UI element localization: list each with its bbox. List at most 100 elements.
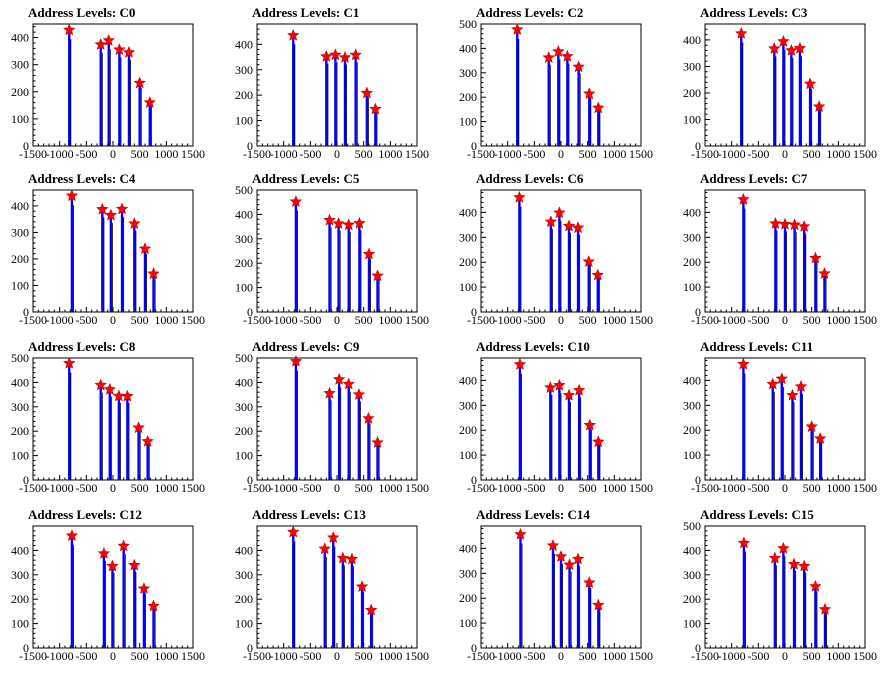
y-tick-label: 100 — [683, 448, 701, 462]
histogram-bar — [365, 93, 369, 146]
peak-marker — [371, 269, 384, 282]
peak-marker — [332, 216, 345, 230]
histogram-bar — [347, 224, 350, 312]
peak-marker — [326, 531, 340, 544]
peak-marker — [362, 411, 375, 424]
y-tick-label: 400 — [235, 375, 253, 389]
y-tick-label: 400 — [459, 41, 477, 55]
x-tick-label: -1500 — [691, 649, 719, 663]
x-tick-label: 500 — [579, 481, 597, 495]
y-tick-label: 0 — [247, 641, 253, 655]
peak-marker — [104, 208, 118, 221]
peak-marker — [546, 538, 560, 552]
chart-title: Address Levels: C9 — [252, 339, 360, 354]
peak-marker — [323, 213, 336, 226]
x-tick-label: -1000 — [270, 649, 298, 663]
x-tick-label: -1000 — [46, 481, 74, 495]
chart-panel-12: 0 100 200 300 400 -1500-1000 -500 0 500 1000 1500 — [11, 525, 205, 663]
histogram-bar — [742, 364, 745, 480]
histogram-bar — [117, 396, 121, 480]
x-tick-label: 1500 — [853, 649, 877, 663]
histogram-bar — [334, 55, 337, 147]
x-tick-label: -1000 — [270, 313, 298, 327]
histogram-bar — [120, 209, 124, 312]
x-tick-label: -500 — [299, 481, 321, 495]
x-tick-label: -1000 — [46, 649, 74, 663]
histogram-bar — [68, 29, 71, 146]
peak-marker — [513, 357, 527, 370]
x-tick-label: 500 — [355, 147, 373, 161]
x-tick-label: 0 — [782, 313, 788, 327]
y-tick-label: 300 — [683, 398, 701, 412]
histogram-bar — [148, 102, 151, 146]
peak-marker — [513, 190, 526, 203]
histogram-bar — [142, 588, 146, 648]
histogram-bar — [108, 389, 111, 480]
y-tick-label: 100 — [11, 112, 29, 126]
histogram-bar — [792, 564, 796, 648]
peak-marker — [137, 582, 151, 595]
histogram-bar — [118, 49, 121, 146]
histogram-bar — [799, 386, 803, 480]
peak-marker — [809, 251, 822, 264]
x-tick-label: 0 — [558, 481, 564, 495]
x-tick-label: 0 — [110, 313, 116, 327]
peak-marker — [553, 378, 566, 391]
x-tick-label: 0 — [558, 147, 564, 161]
x-tick-label: 1000 — [154, 481, 178, 495]
x-tick-label: 500 — [803, 147, 821, 161]
x-tick-label: -1000 — [46, 147, 74, 161]
plot-frame — [32, 357, 194, 481]
y-tick-label: 0 — [247, 305, 253, 319]
peak-marker — [786, 388, 799, 401]
x-tick-label: 1500 — [405, 481, 429, 495]
x-tick-label: 1500 — [405, 147, 429, 161]
histogram-bar — [577, 66, 580, 146]
chart-panel-4: 0 100 200 300 400 -1500-1000 -500 0 500 1000 1500 — [11, 189, 205, 327]
peak-marker — [803, 77, 817, 90]
x-tick-label: -500 — [75, 649, 97, 663]
peak-marker — [562, 388, 576, 401]
x-tick-label: -500 — [747, 313, 769, 327]
x-tick-label: -500 — [747, 481, 769, 495]
plot-frame — [32, 189, 194, 313]
peak-marker — [127, 558, 141, 571]
peak-marker — [554, 549, 568, 563]
y-tick-label: 0 — [23, 473, 29, 487]
chart-panel-10: 0 100 200 300 400 -1500-1000 -500 0 500 1000 1500 — [459, 357, 653, 495]
peak-marker — [342, 218, 356, 231]
peak-marker — [122, 45, 136, 58]
histogram-bar — [803, 566, 806, 648]
y-tick-label: 200 — [683, 592, 701, 606]
x-tick-label: -1500 — [467, 147, 495, 161]
histogram-bar — [122, 546, 125, 648]
x-tick-label: 1000 — [602, 147, 626, 161]
histogram-bar — [567, 226, 571, 312]
y-tick-label: 200 — [683, 86, 701, 100]
x-tick-label: 500 — [803, 313, 821, 327]
y-tick-label: 100 — [11, 449, 29, 463]
chart-title: Address Levels: C6 — [476, 171, 584, 186]
x-tick-label: 1000 — [378, 313, 402, 327]
histogram-bar — [551, 545, 555, 648]
chart-panel-3: 0 100 200 300 400 -1500-1000 -500 0 500 1000 1500 — [683, 23, 877, 161]
x-tick-label: 1500 — [181, 649, 205, 663]
histogram-bar — [337, 379, 341, 480]
x-tick-label: 0 — [110, 649, 116, 663]
chart-title: Address Levels: C11 — [700, 339, 814, 354]
histogram-bar — [742, 199, 745, 312]
x-tick-label: 500 — [579, 649, 597, 663]
y-tick-label: 200 — [235, 424, 253, 438]
histogram-bar — [70, 535, 74, 648]
y-tick-label: 100 — [459, 448, 477, 462]
histogram-bar — [292, 532, 295, 648]
y-tick-label: 300 — [11, 568, 29, 582]
y-tick-label: 400 — [11, 375, 29, 389]
histogram-bar — [376, 442, 379, 480]
histogram-bar — [328, 220, 331, 312]
peak-marker — [323, 386, 336, 399]
peak-marker — [818, 602, 832, 615]
y-tick-label: 200 — [11, 592, 29, 606]
chart-title: Address Levels: C8 — [28, 339, 136, 354]
histogram-bar — [814, 586, 817, 648]
